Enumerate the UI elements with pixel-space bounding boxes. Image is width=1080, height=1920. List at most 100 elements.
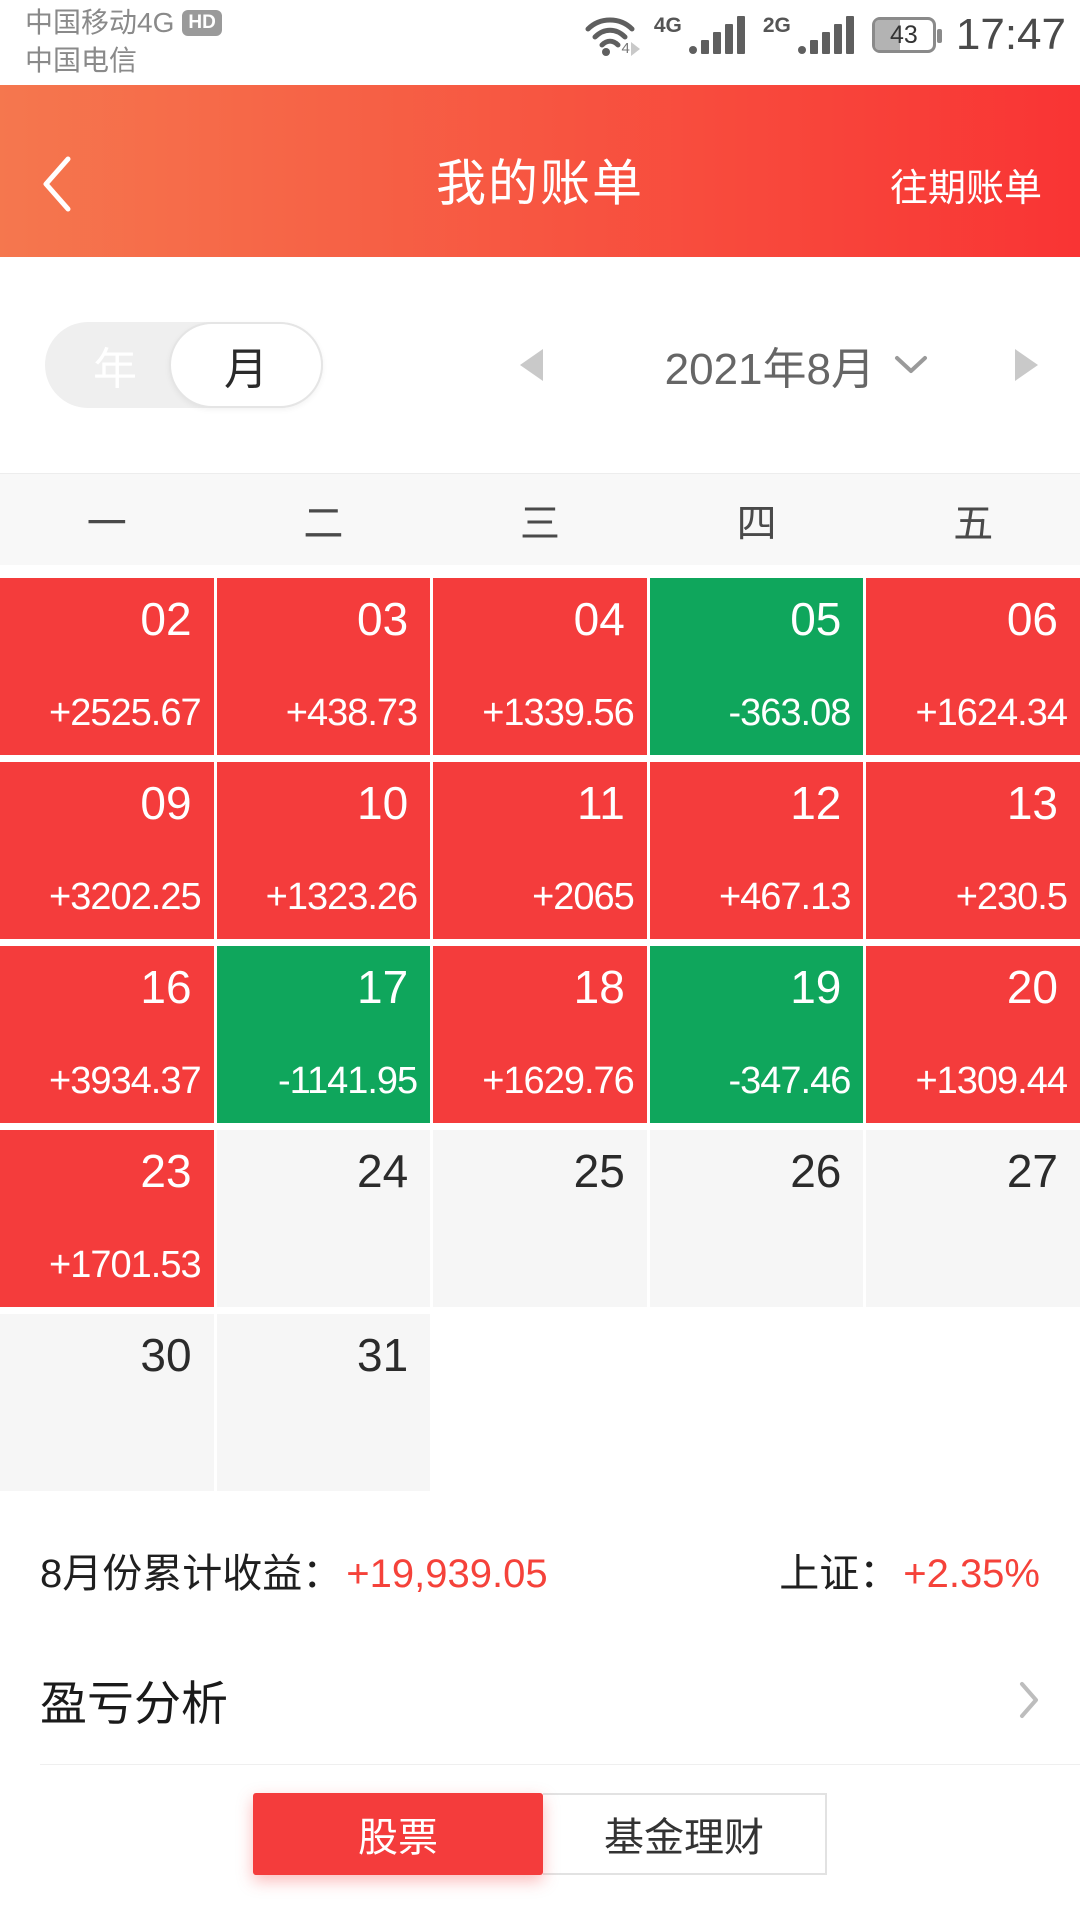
calendar-day-cell[interactable]: 23 +1701.53	[0, 1130, 214, 1307]
day-pnl-value: +1624.34	[915, 692, 1068, 734]
day-number: 23	[140, 1145, 192, 1197]
calendar-grid: 02 +2525.67 03 +438.73 04 +1339.56 05 -363.08 06…	[0, 578, 1080, 1491]
weekday-label: 五	[953, 501, 994, 546]
carrier-name-2: 中国电信	[25, 45, 138, 76]
calendar-empty-cell	[433, 1314, 647, 1491]
day-number: 13	[1006, 777, 1058, 829]
hd-badge: HD	[182, 10, 222, 36]
monthly-total-label: 8月份累计收益：	[40, 1552, 343, 1596]
index-label: 上证：	[779, 1552, 900, 1596]
period-label[interactable]: 2021年8月	[665, 333, 929, 397]
prev-month-icon[interactable]	[519, 349, 543, 381]
category-tabs: 股票 基金理财	[0, 1793, 1080, 1875]
controls-row: 年 月 2021年8月	[0, 257, 1080, 473]
calendar-day-cell[interactable]: 25	[433, 1130, 647, 1307]
calendar-empty-cell	[866, 1314, 1080, 1491]
calendar-day-cell[interactable]: 12 +467.13	[649, 762, 864, 939]
index-value: +2.35%	[903, 1552, 1040, 1596]
tab-stock[interactable]: 股票	[253, 1793, 543, 1875]
day-number: 31	[357, 1329, 409, 1381]
calendar-day-cell[interactable]: 09 +3202.25	[0, 762, 214, 939]
calendar-day-cell[interactable]: 03 +438.73	[216, 578, 431, 755]
signal-2g-icon: 2G	[763, 14, 854, 54]
day-pnl-value: -363.08	[728, 692, 852, 734]
app-header: 我的账单 往期账单	[0, 85, 1080, 257]
calendar-day-cell[interactable]: 13 +230.5	[866, 762, 1080, 939]
calendar-day-cell[interactable]: 18 +1629.76	[433, 946, 647, 1123]
day-pnl-value: +1309.44	[915, 1060, 1068, 1102]
day-pnl-value: +1701.53	[49, 1244, 202, 1286]
day-number: 11	[577, 777, 625, 829]
weekday-label: 一	[86, 501, 127, 546]
day-number: 02	[140, 593, 192, 645]
calendar-empty-cell	[650, 1314, 864, 1491]
calendar-day-cell[interactable]: 11 +2065	[433, 762, 647, 939]
weekday-label: 二	[303, 501, 344, 546]
toggle-month-option[interactable]: 月	[169, 322, 323, 408]
day-pnl-value: +3934.37	[49, 1060, 202, 1102]
calendar-day-cell[interactable]: 02 +2525.67	[0, 578, 214, 755]
weekday-label: 三	[519, 501, 560, 546]
signal-4g-icon: 4G	[654, 14, 745, 54]
day-pnl-value: +2065	[532, 876, 635, 918]
back-button[interactable]	[38, 151, 82, 217]
day-number: 18	[573, 961, 625, 1013]
day-number: 06	[1006, 593, 1058, 645]
calendar-day-cell[interactable]: 06 +1624.34	[866, 578, 1080, 755]
calendar-day-cell[interactable]: 17 -1141.95	[216, 946, 431, 1123]
battery-icon: 43	[871, 17, 942, 53]
day-number: 20	[1006, 961, 1058, 1013]
chevron-right-icon	[1020, 1681, 1038, 1718]
day-pnl-value: +230.5	[955, 876, 1068, 918]
pnl-analysis-row[interactable]: 盈亏分析	[40, 1665, 1080, 1765]
day-pnl-value: +438.73	[285, 692, 418, 734]
day-number: 03	[357, 593, 409, 645]
summary-row: 8月份累计收益： +19,939.05 上证： +2.35%	[0, 1541, 1080, 1599]
index-change: 上证： +2.35%	[779, 1541, 1040, 1599]
calendar-day-cell[interactable]: 04 +1339.56	[433, 578, 647, 755]
chevron-down-icon	[895, 356, 927, 373]
day-pnl-value: +1323.26	[265, 876, 419, 918]
day-number: 16	[140, 961, 192, 1013]
weekday-label: 四	[736, 501, 777, 546]
next-month-icon[interactable]	[1015, 349, 1038, 381]
calendar-day-cell[interactable]: 30	[0, 1314, 214, 1491]
calendar-day-cell[interactable]: 10 +1323.26	[216, 762, 431, 939]
day-number: 30	[140, 1329, 192, 1381]
pnl-analysis-title: 盈亏分析	[40, 1677, 228, 1730]
calendar-day-cell[interactable]: 24	[216, 1130, 431, 1307]
day-pnl-value: +2525.67	[49, 692, 202, 734]
calendar-day-cell[interactable]: 20 +1309.44	[866, 946, 1080, 1123]
day-number: 04	[573, 593, 625, 645]
day-pnl-value: +3202.25	[49, 876, 202, 918]
day-number: 10	[357, 777, 409, 829]
tab-fund[interactable]: 基金理财	[543, 1793, 827, 1875]
status-bar: 中国移动4G HD 中国电信 4 4G 2G 43 17:47	[0, 0, 1080, 85]
monthly-total-value: +19,939.05	[346, 1552, 548, 1596]
calendar-day-cell[interactable]: 19 -347.46	[649, 946, 864, 1123]
day-number: 12	[790, 777, 842, 829]
day-number: 26	[790, 1145, 842, 1197]
day-pnl-value: -347.46	[728, 1060, 852, 1102]
period-selector: 2021年8月	[519, 333, 1038, 397]
calendar-day-cell[interactable]: 31	[216, 1314, 431, 1491]
past-bills-link[interactable]: 往期账单	[889, 167, 1042, 210]
weekday-header: 一二三四五	[0, 473, 1080, 565]
day-number: 17	[357, 961, 409, 1013]
calendar-day-cell[interactable]: 16 +3934.37	[0, 946, 214, 1123]
day-number: 24	[357, 1145, 409, 1197]
day-number: 09	[140, 777, 192, 829]
calendar-day-cell[interactable]: 26	[649, 1130, 864, 1307]
year-month-toggle[interactable]: 年 月	[45, 322, 323, 408]
calendar-day-cell[interactable]: 27	[866, 1130, 1080, 1307]
clock-time: 17:47	[955, 10, 1066, 59]
day-number: 27	[1006, 1145, 1058, 1197]
day-number: 25	[573, 1145, 625, 1197]
calendar-day-cell[interactable]: 05 -363.08	[649, 578, 864, 755]
day-number: 19	[790, 961, 842, 1013]
wifi-icon: 4	[584, 13, 640, 57]
monthly-total: 8月份累计收益： +19,939.05	[40, 1541, 548, 1599]
day-pnl-value: +467.13	[718, 876, 851, 918]
toggle-year-option[interactable]: 年	[93, 345, 137, 394]
carrier-name-1: 中国移动4G	[25, 7, 175, 38]
